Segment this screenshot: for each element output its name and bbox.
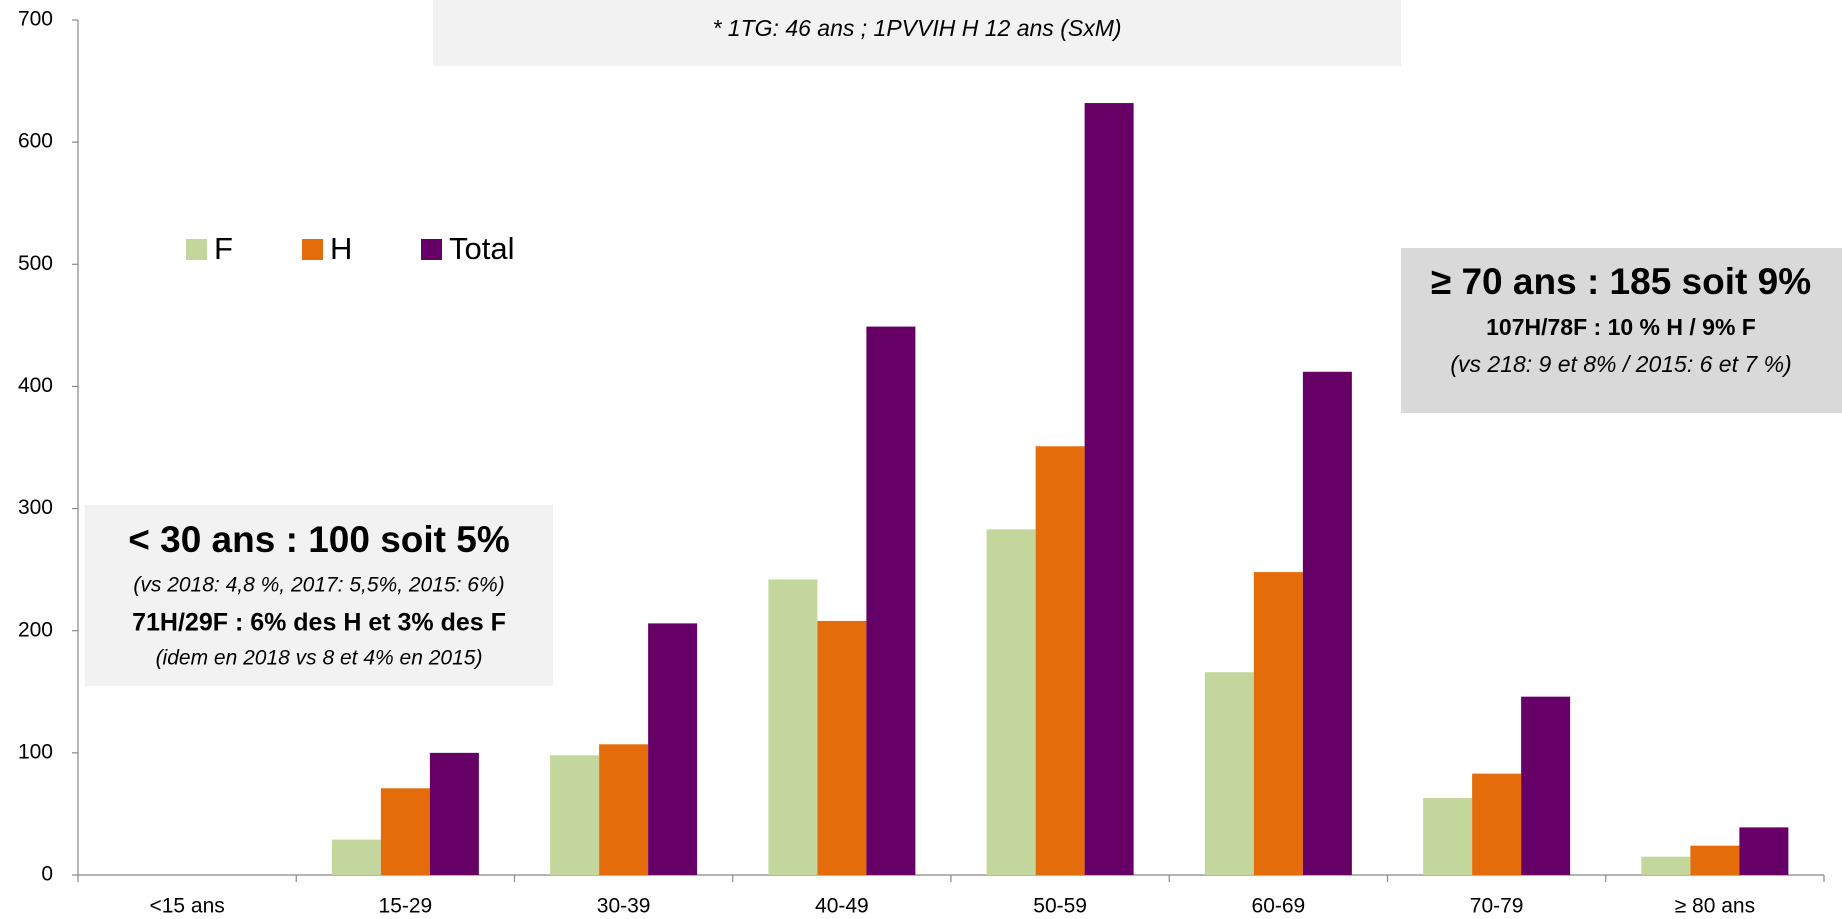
bar	[1521, 696, 1571, 875]
legend-label: F	[214, 231, 233, 266]
annotation: ≥ 70 ans : 185 soit 9%	[1431, 261, 1811, 302]
y-tick-label: 700	[18, 8, 53, 31]
x-tick-label: 30-39	[597, 895, 651, 918]
legend-label: H	[330, 231, 352, 266]
bar	[331, 839, 381, 875]
x-tick-label: 40-49	[815, 895, 869, 918]
y-tick-label: 0	[41, 863, 53, 886]
annotation: (idem en 2018 vs 8 et 4% en 2015)	[156, 647, 483, 670]
x-tick-label: 50-59	[1033, 895, 1087, 918]
bar	[1641, 856, 1691, 875]
legend-swatch	[186, 239, 207, 260]
bar	[986, 529, 1036, 875]
note-box	[85, 505, 553, 686]
bar	[866, 326, 916, 875]
note-box	[433, 0, 1401, 66]
bar	[1739, 827, 1789, 875]
bar	[599, 744, 649, 875]
y-tick-label: 100	[18, 740, 53, 763]
x-tick-label: <15 ans	[149, 895, 224, 918]
bar	[1302, 371, 1352, 875]
x-tick-label: 15-29	[379, 895, 433, 918]
y-tick-label: 400	[18, 374, 53, 397]
x-tick-label: ≥ 80 ans	[1675, 895, 1755, 918]
bar	[768, 579, 818, 875]
x-tick-label: 70-79	[1470, 895, 1524, 918]
bar	[817, 620, 867, 875]
y-tick-label: 600	[18, 130, 53, 153]
bar	[1423, 798, 1473, 875]
bar	[1253, 572, 1303, 875]
y-tick-label: 500	[18, 252, 53, 275]
annotation: * 1TG: 46 ans ; 1PVVIH H 12 ans (SxM)	[712, 15, 1121, 41]
bar	[1472, 773, 1522, 875]
bar	[648, 623, 698, 875]
annotation: (vs 218: 9 et 8% / 2015: 6 et 7 %)	[1450, 351, 1791, 377]
annotation: (vs 2018: 4,8 %, 2017: 5,5%, 2015: 6%)	[133, 574, 504, 597]
bar	[429, 752, 479, 875]
bar	[1204, 672, 1254, 875]
bar	[380, 788, 430, 875]
bar	[1035, 446, 1085, 875]
x-tick-label: 60-69	[1252, 895, 1306, 918]
legend-label: Total	[449, 231, 514, 266]
annotation: < 30 ans : 100 soit 5%	[128, 519, 510, 560]
bar	[550, 755, 600, 875]
annotation: 107H/78F : 10 % H / 9% F	[1486, 314, 1756, 340]
annotation: 71H/29F : 6% des H et 3% des F	[132, 609, 506, 637]
bar	[1084, 103, 1134, 876]
y-tick-label: 300	[18, 496, 53, 519]
legend-swatch	[302, 239, 323, 260]
legend-swatch	[421, 239, 442, 260]
note-box	[1401, 248, 1842, 413]
y-tick-label: 200	[18, 618, 53, 641]
bar	[1690, 845, 1740, 875]
